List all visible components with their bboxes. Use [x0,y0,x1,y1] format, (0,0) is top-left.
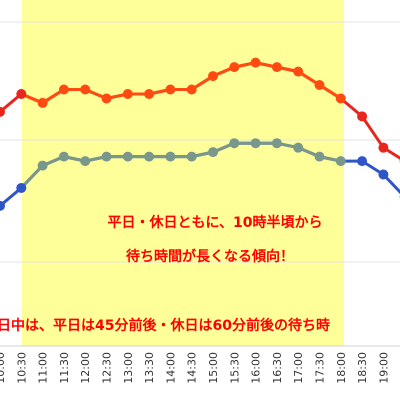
point [37,97,48,108]
point [144,151,155,162]
point [271,62,282,73]
point [293,142,304,153]
point [208,71,218,82]
point [293,66,304,77]
point [80,84,91,95]
point [229,138,240,149]
x-tick-label: 12:30 [101,352,114,384]
point [101,151,112,162]
point [122,88,133,99]
x-tick-label: 14:00 [164,352,177,384]
x-tick-label: 19:00 [377,352,390,384]
point [144,88,155,99]
x-tick-label: 17:00 [292,352,305,384]
point [314,151,325,162]
point [250,138,261,149]
point [16,182,27,193]
point [250,57,261,68]
point [186,84,197,95]
point [80,156,91,167]
x-tick-label: 19:30 [399,352,400,384]
point [37,160,48,171]
x-tick-label: 13:00 [122,352,135,384]
point [58,84,69,95]
point [122,151,133,162]
point [335,93,346,104]
point [58,151,69,162]
point [229,62,240,73]
annotation: 待ち時間が長くなる傾向！ [126,248,294,265]
x-tick-label: 11:00 [37,352,50,384]
x-tick-label: 16:30 [271,352,284,384]
point [357,156,368,167]
highlight-band [22,0,344,346]
point [314,80,325,91]
point [186,151,197,162]
x-tick-label: 18:30 [356,352,369,384]
annotation: 平日・休日ともに、10時半頃から [107,214,322,231]
x-tick-label: 16:00 [250,352,263,384]
point [335,156,346,167]
x-tick-label: 18:00 [335,352,348,384]
point [16,88,27,99]
point [165,84,176,95]
x-tick-label: 15:00 [207,352,220,384]
point [378,142,389,153]
x-tick-label: 13:30 [143,352,156,384]
point [0,106,5,117]
x-tick-label: 12:00 [79,352,92,384]
point [0,200,5,211]
annotation: 日中は、平日は45分前後・休日は60分前後の待ち時 [0,317,330,334]
point [271,138,282,149]
point [378,169,389,180]
x-tick-label: 11:30 [58,352,71,384]
point [101,93,112,104]
x-tick-label: 17:30 [314,352,327,384]
x-tick-label: 15:30 [228,352,241,384]
point [357,111,368,122]
point [208,147,218,158]
x-tick-label: 10:30 [15,352,28,384]
x-tick-label: 14:30 [186,352,199,384]
x-tick-label: 10:00 [0,352,7,384]
point [165,151,176,162]
